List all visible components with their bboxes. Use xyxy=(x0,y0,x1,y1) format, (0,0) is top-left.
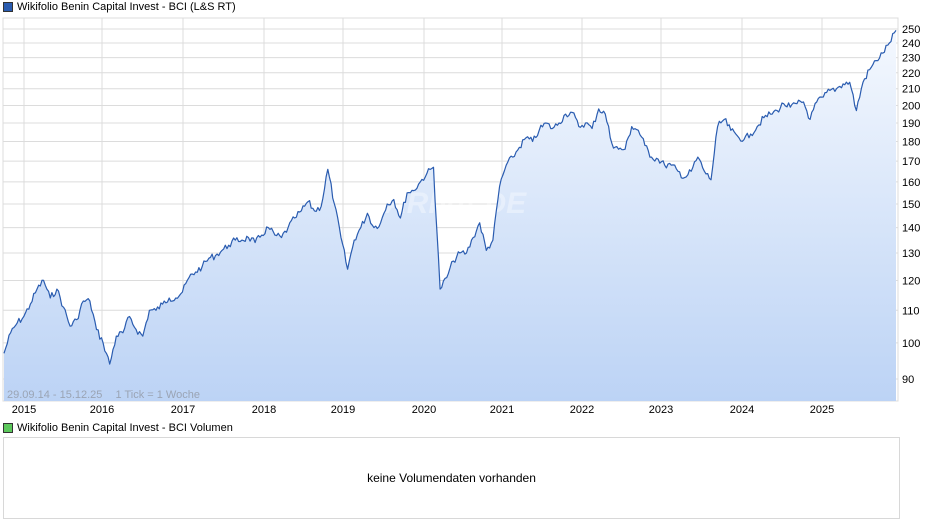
x-tick-label: 2015 xyxy=(12,404,36,416)
y-tick-label: 100 xyxy=(902,338,920,350)
price-area-fill xyxy=(4,30,896,402)
date-range-label: 29.09.14 - 15.12.25 1 Tick = 1 Woche xyxy=(7,389,200,401)
y-axis-labels: 90 100 110 120 130 140 150 160 170 180 190 200 210 22… xyxy=(902,24,920,386)
volume-series-swatch-icon xyxy=(3,423,13,433)
x-tick-label: 2019 xyxy=(331,404,355,416)
x-axis-labels: 2015 2016 2017 2018 2019 2020 2021 2022 2023 2024… xyxy=(12,404,834,416)
volume-series-label: Wikifolio Benin Capital Invest - BCI Vol… xyxy=(17,422,233,434)
no-volume-message: keine Volumendaten vorhanden xyxy=(367,471,536,485)
volume-chart-legend: Wikifolio Benin Capital Invest - BCI Vol… xyxy=(3,421,233,435)
y-tick-label: 130 xyxy=(902,248,920,260)
tick-interval-text: 1 Tick = 1 Woche xyxy=(115,389,199,401)
x-tick-label: 2016 xyxy=(90,404,114,416)
y-tick-label: 210 xyxy=(902,84,920,96)
y-tick-label: 230 xyxy=(902,53,920,65)
ariva-watermark: ARIVA.DE xyxy=(384,187,527,220)
y-tick-label: 190 xyxy=(902,118,920,130)
x-tick-label: 2017 xyxy=(171,404,195,416)
y-tick-label: 150 xyxy=(902,199,920,211)
x-tick-label: 2018 xyxy=(252,404,276,416)
x-tick-label: 2025 xyxy=(810,404,834,416)
y-tick-label: 180 xyxy=(902,137,920,149)
main-chart-legend: Wikifolio Benin Capital Invest - BCI (L&… xyxy=(3,0,236,14)
x-tick-label: 2021 xyxy=(490,404,514,416)
price-line xyxy=(3,30,897,365)
x-tick-label: 2023 xyxy=(649,404,673,416)
date-range-text: 29.09.14 - 15.12.25 xyxy=(7,389,102,401)
y-tick-label: 120 xyxy=(902,275,920,287)
main-series-swatch-icon xyxy=(3,2,13,12)
y-tick-label: 170 xyxy=(902,156,920,168)
y-tick-label: 220 xyxy=(902,68,920,80)
y-tick-label: 140 xyxy=(902,223,920,235)
x-tick-label: 2024 xyxy=(730,404,754,416)
main-series-label: Wikifolio Benin Capital Invest - BCI (L&… xyxy=(17,1,236,13)
price-chart: ARIVA.DE 90 100 110 120 130 140 150 160 170 180 19… xyxy=(2,17,920,416)
y-tick-label: 200 xyxy=(902,100,920,112)
x-tick-label: 2022 xyxy=(570,404,594,416)
y-tick-label: 160 xyxy=(902,177,920,189)
y-tick-label: 250 xyxy=(902,24,920,36)
y-tick-label: 240 xyxy=(902,38,920,50)
y-tick-label: 90 xyxy=(902,374,914,386)
volume-panel: keine Volumendaten vorhanden xyxy=(3,437,900,519)
y-tick-label: 110 xyxy=(902,305,920,317)
x-tick-label: 2020 xyxy=(412,404,436,416)
